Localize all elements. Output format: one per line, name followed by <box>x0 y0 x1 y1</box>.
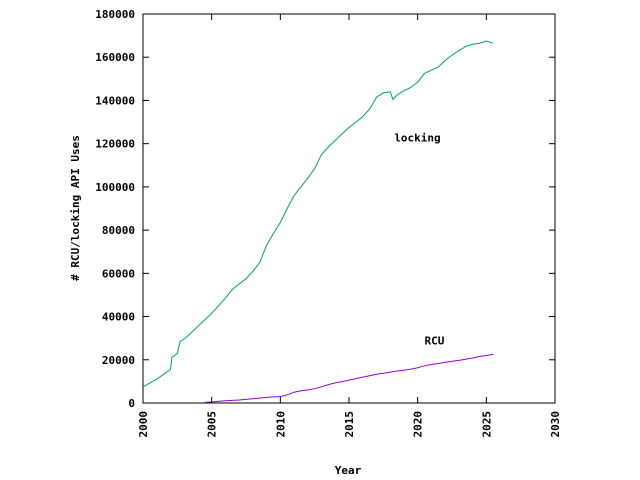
y-tick-label: 100000 <box>95 181 135 194</box>
y-tick-label: 80000 <box>102 224 135 237</box>
y-tick-label: 140000 <box>95 94 135 107</box>
plot-frame <box>142 13 556 404</box>
series-label-locking: locking <box>394 132 440 145</box>
series-line-locking <box>142 40 494 388</box>
x-tick-label: 2010 <box>274 411 287 438</box>
y-axis-ticks: 0 20000 40000 60000 80000 100000 120000 140000 1… <box>95 8 555 410</box>
y-tick-label: 0 <box>128 397 135 410</box>
y-tick-label: 60000 <box>102 267 135 280</box>
y-tick-label: 160000 <box>95 51 135 64</box>
y-axis-label: # RCU/locking API Uses <box>69 135 82 281</box>
series-line-rcu <box>204 353 494 403</box>
series-label-rcu: RCU <box>425 335 445 348</box>
y-tick-label: 180000 <box>95 8 135 21</box>
x-tick-label: 2005 <box>206 411 219 438</box>
x-tick-label: 2015 <box>343 411 356 438</box>
x-axis-label: Year <box>335 464 362 477</box>
y-tick-label: 40000 <box>102 311 135 324</box>
x-tick-label: 2020 <box>412 411 425 438</box>
x-tick-label: 2030 <box>549 411 562 438</box>
series-layer <box>142 40 494 403</box>
series-labels: locking RCU <box>394 132 444 348</box>
x-axis-ticks: 2000 2005 2010 2015 2020 2025 2030 <box>137 14 562 438</box>
x-tick-label: 2000 <box>137 411 150 438</box>
x-tick-label: 2025 <box>480 411 493 438</box>
plot-frame-group <box>142 13 556 404</box>
y-tick-label: 120000 <box>95 138 135 151</box>
y-tick-label: 20000 <box>102 354 135 367</box>
